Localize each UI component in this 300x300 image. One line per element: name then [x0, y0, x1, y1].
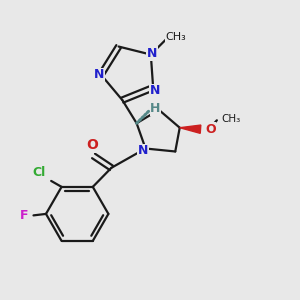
Text: F: F: [20, 209, 28, 222]
Polygon shape: [180, 125, 201, 133]
Text: N: N: [138, 144, 148, 158]
Text: O: O: [205, 123, 216, 136]
Text: CH₃: CH₃: [165, 32, 186, 42]
Text: N: N: [147, 47, 157, 60]
Text: N: N: [149, 84, 160, 97]
Text: O: O: [86, 138, 98, 152]
Text: H: H: [150, 102, 161, 115]
Text: N: N: [94, 68, 105, 81]
Text: Cl: Cl: [33, 167, 46, 179]
Text: CH₃: CH₃: [221, 114, 241, 124]
